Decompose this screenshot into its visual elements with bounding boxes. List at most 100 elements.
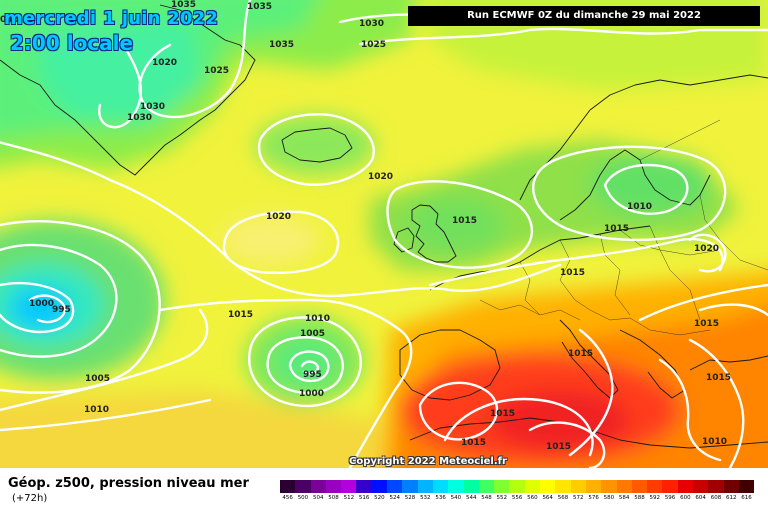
field-southwest-gold bbox=[0, 390, 380, 468]
legend-step: 516 bbox=[356, 480, 372, 501]
isobar-greenland-b bbox=[98, 38, 143, 129]
legend-step: 540 bbox=[448, 480, 464, 501]
legend-step: 584 bbox=[616, 480, 632, 501]
legend-swatch bbox=[570, 480, 586, 493]
legend-step: 528 bbox=[402, 480, 418, 501]
forecast-local-time: 2:00 locale bbox=[10, 31, 134, 55]
legend-tick-label: 536 bbox=[435, 495, 446, 501]
britain-coast bbox=[411, 204, 457, 263]
legend-swatch bbox=[677, 480, 694, 493]
isobar-iceland-loop bbox=[257, 113, 375, 186]
isobar-label-1020-b: 1020 bbox=[368, 172, 393, 182]
isobar-label-1030-c: 1030 bbox=[127, 113, 152, 123]
legend-step: 456 bbox=[280, 480, 296, 501]
border-8 bbox=[589, 309, 711, 336]
legend-swatch bbox=[647, 480, 663, 493]
isobar-label-1025-a: 1025 bbox=[361, 40, 386, 50]
legend-tick-label: 600 bbox=[680, 495, 691, 501]
color-scale-legend: 456 500 504 508 512 516 520 524 528 532 536 540 544 5… bbox=[280, 480, 755, 501]
legend-swatch bbox=[310, 480, 326, 493]
legend-step: 524 bbox=[387, 480, 403, 501]
legend-step: 508 bbox=[325, 480, 342, 501]
field-midatlantic-pale bbox=[220, 215, 320, 265]
legend-tick-label: 528 bbox=[404, 495, 416, 501]
isobar-label-1030-b: 1030 bbox=[140, 102, 165, 112]
isobar-label-1020-a: 1020 bbox=[152, 58, 177, 68]
isobar-westlow-1 bbox=[0, 243, 118, 358]
copyright-notice: Copyright 2022 Meteociel.fr bbox=[349, 456, 507, 467]
legend-swatch bbox=[371, 480, 388, 493]
legend-tick-label: 576 bbox=[588, 495, 599, 501]
isobar-label-1035-a: 1035 bbox=[171, 0, 196, 10]
isobar-med-2 bbox=[528, 421, 606, 468]
legend-step: 596 bbox=[662, 480, 678, 501]
legend-tick-label: 588 bbox=[634, 495, 645, 501]
legend-tick-label: 584 bbox=[618, 495, 630, 501]
isobar-label-1015-e: 1015 bbox=[568, 349, 593, 359]
legend-swatch bbox=[601, 480, 617, 493]
isobar-label-1015-g: 1015 bbox=[706, 373, 731, 383]
legend-swatch bbox=[295, 480, 311, 493]
legend-step: 532 bbox=[417, 480, 433, 501]
isobar-westlow-3 bbox=[0, 281, 75, 334]
isobars bbox=[0, 0, 768, 468]
legend-step: 520 bbox=[371, 480, 388, 501]
legend-swatch bbox=[708, 480, 724, 493]
legend-swatch bbox=[356, 480, 372, 493]
isobar-label-995-b: 995 bbox=[52, 305, 71, 315]
legend-swatch bbox=[524, 480, 541, 493]
isobar-greece bbox=[658, 358, 722, 462]
isobar-label-1005-a: 1005 bbox=[300, 329, 325, 339]
iceland-coast bbox=[281, 127, 353, 163]
turkey-coast bbox=[689, 355, 768, 371]
legend-tick-label: 456 bbox=[282, 495, 293, 501]
isobar-azores-core bbox=[300, 360, 320, 375]
isobar-westlow-2 bbox=[0, 220, 161, 394]
legend-swatch bbox=[631, 480, 648, 493]
isobar-label-1010-d: 1010 bbox=[702, 437, 727, 447]
isobar-label-1030-a: 1030 bbox=[359, 19, 384, 29]
legend-swatch bbox=[494, 480, 510, 493]
legend-tick-label: 572 bbox=[573, 495, 584, 501]
isobar-label-1005-b: 1005 bbox=[85, 374, 110, 384]
legend-tick-label: 604 bbox=[695, 495, 706, 501]
field-title: Géop. z500, pression niveau mer bbox=[8, 476, 249, 491]
legend-step: 536 bbox=[432, 480, 449, 501]
ireland-coast bbox=[393, 227, 415, 253]
legend-tick-label: 568 bbox=[557, 495, 569, 501]
isobar-west-1020 bbox=[0, 141, 562, 298]
model-run-label: Run ECMWF 0Z du dimanche 29 mai 2022 bbox=[408, 6, 760, 26]
isobar-scandinavia-1010 bbox=[603, 163, 689, 215]
legend-step: 548 bbox=[478, 480, 495, 501]
isobar-azores-outer bbox=[248, 316, 362, 408]
legend-step: 556 bbox=[509, 480, 525, 501]
isobar-label-1025-b: 1025 bbox=[204, 66, 229, 76]
isobar-label-030: 030 bbox=[0, 15, 19, 25]
legend-step: 612 bbox=[723, 480, 739, 501]
border-4 bbox=[599, 233, 631, 316]
legend-step: 616 bbox=[738, 480, 755, 501]
field-uk-green bbox=[405, 197, 505, 253]
field-iceland-green bbox=[255, 115, 375, 175]
legend-tick-label: 564 bbox=[542, 495, 553, 501]
legend-swatch bbox=[417, 480, 433, 493]
isobar-west-1005 bbox=[0, 308, 209, 412]
isobar-label-1020-c: 1020 bbox=[266, 212, 291, 222]
legend-tick-label: 548 bbox=[481, 495, 492, 501]
iberia-coast bbox=[399, 329, 501, 401]
legend-tick-label: 516 bbox=[358, 495, 370, 501]
legend-tick-label: 524 bbox=[389, 495, 400, 501]
geopotential-map: 1035 1035 1035 1030 1025 1020 1025 1030 … bbox=[0, 0, 768, 468]
legend-swatch bbox=[616, 480, 632, 493]
isobar-label-1020-d: 1020 bbox=[694, 244, 719, 254]
italy-coast bbox=[559, 319, 619, 399]
isobar-label-1010-a: 1010 bbox=[627, 202, 652, 212]
field-greenland-cyan bbox=[40, 20, 200, 120]
legend-swatch bbox=[540, 480, 556, 493]
legend-step: 604 bbox=[693, 480, 709, 501]
legend-swatch bbox=[738, 480, 755, 493]
legend-tick-label: 616 bbox=[741, 495, 752, 501]
isobar-label-1000-a: 1000 bbox=[299, 389, 324, 399]
isobar-south-long bbox=[158, 298, 413, 468]
